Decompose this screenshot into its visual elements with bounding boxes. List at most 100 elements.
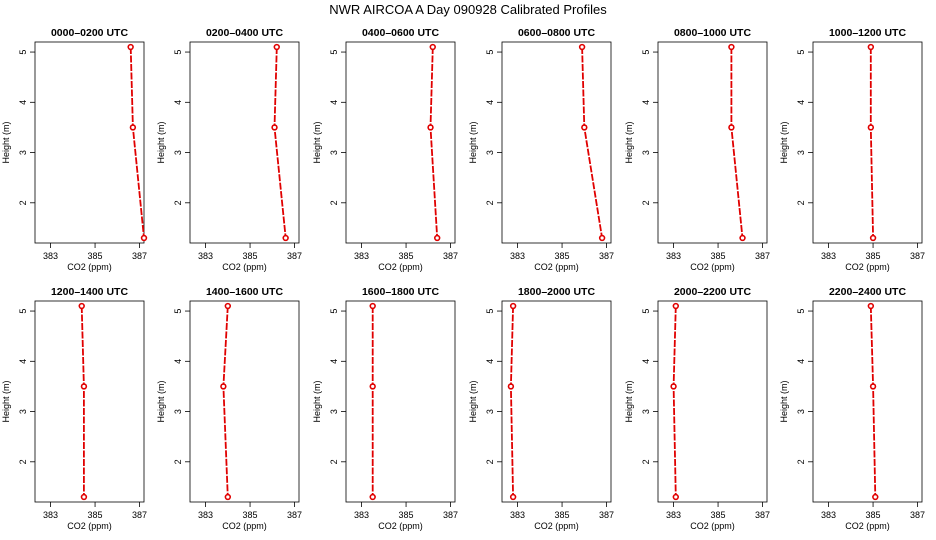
y-tick-label: 4 — [641, 359, 651, 364]
y-tick-label: 3 — [18, 150, 28, 155]
x-axis-label: CO2 (ppm) — [378, 262, 423, 272]
profile-panel: 2200–2400 UTC 383 385 387 2 3 4 5 CO2 (ppm) Heigh… — [779, 286, 925, 531]
y-tick-label: 3 — [796, 150, 806, 155]
data-point — [672, 302, 679, 310]
y-axis-label: Height (m) — [624, 380, 634, 422]
y-tick-label: 2 — [18, 200, 28, 205]
x-tick-label: 387 — [132, 510, 147, 520]
x-tick-label: 387 — [599, 251, 614, 261]
y-tick-label: 5 — [18, 50, 28, 55]
plot-frame — [34, 300, 145, 503]
y-tick-label: 4 — [485, 359, 495, 364]
x-tick-label: 387 — [443, 251, 458, 261]
data-point — [872, 493, 879, 501]
data-point — [728, 43, 735, 51]
y-tick-label: 5 — [329, 50, 339, 55]
x-axis-label: CO2 (ppm) — [67, 521, 112, 531]
data-point — [271, 124, 278, 131]
x-tick-label: 383 — [43, 510, 58, 520]
profile-line — [129, 46, 145, 239]
x-tick-label: 383 — [354, 251, 369, 261]
data-point — [369, 383, 376, 390]
x-tick-label: 385 — [711, 510, 726, 520]
x-tick-label: 387 — [755, 510, 770, 520]
y-tick-label: 5 — [485, 50, 495, 55]
y-tick-label: 2 — [18, 459, 28, 464]
data-point — [78, 302, 85, 310]
x-tick-label: 387 — [443, 510, 458, 520]
y-tick-label: 4 — [329, 359, 339, 364]
profile-line — [581, 46, 603, 239]
data-point — [140, 234, 148, 242]
data-point — [867, 43, 875, 51]
y-axis-label: Height (m) — [468, 121, 478, 163]
profile-panel: 2000–2200 UTC 383 385 387 2 3 4 5 CO2 (ppm) Heigh… — [624, 286, 770, 531]
panel-title: 0800–1000 UTC — [674, 27, 751, 39]
x-tick-label: 387 — [287, 510, 302, 520]
y-tick-label: 2 — [796, 459, 806, 464]
x-tick-label: 385 — [243, 510, 258, 520]
x-tick-label: 385 — [555, 510, 570, 520]
x-tick-label: 387 — [910, 251, 925, 261]
y-axis-label: Height (m) — [624, 121, 634, 163]
y-tick-label: 4 — [18, 100, 28, 105]
y-tick-label: 2 — [641, 459, 651, 464]
y-tick-label: 2 — [173, 459, 183, 464]
y-tick-label: 4 — [173, 100, 183, 105]
x-tick-label: 385 — [399, 510, 414, 520]
x-tick-label: 385 — [88, 510, 103, 520]
data-point — [224, 302, 232, 310]
data-point — [129, 124, 137, 131]
x-tick-label: 387 — [910, 510, 925, 520]
x-tick-label: 383 — [198, 510, 213, 520]
data-point — [220, 383, 227, 390]
y-tick-label: 4 — [641, 100, 651, 105]
panel-title: 2000–2200 UTC — [674, 286, 751, 298]
profile-line — [222, 305, 229, 498]
data-point — [739, 234, 746, 242]
x-axis-label: CO2 (ppm) — [690, 262, 735, 272]
data-point — [127, 43, 134, 51]
panel-title: 1000–1200 UTC — [829, 27, 906, 39]
data-point — [672, 493, 679, 501]
data-point — [867, 302, 875, 310]
x-tick-label: 383 — [510, 251, 525, 261]
profile-line — [730, 47, 744, 239]
x-tick-label: 385 — [399, 251, 414, 261]
y-axis-label: Height (m) — [1, 380, 11, 422]
panel-title: 1400–1600 UTC — [206, 286, 283, 298]
panel-title: 1200–1400 UTC — [51, 286, 128, 298]
y-tick-label: 3 — [173, 409, 183, 414]
data-point — [869, 383, 877, 390]
data-point — [282, 234, 289, 242]
data-point — [369, 302, 376, 310]
plot-frame — [657, 41, 768, 244]
y-tick-label: 4 — [18, 359, 28, 364]
plot-frame — [189, 300, 300, 503]
y-tick-label: 5 — [641, 309, 651, 314]
data-point — [867, 124, 875, 131]
y-tick-label: 3 — [173, 150, 183, 155]
figure-title: NWR AIRCOA A Day 090928 Calibrated Profi… — [329, 2, 607, 17]
data-point — [728, 124, 735, 131]
data-point — [509, 493, 517, 501]
profile-line — [273, 46, 287, 239]
x-tick-label: 383 — [510, 510, 525, 520]
data-point — [598, 234, 606, 242]
profile-line — [429, 46, 439, 239]
x-axis-label: CO2 (ppm) — [222, 262, 267, 272]
data-point — [224, 493, 232, 501]
y-tick-label: 4 — [796, 100, 806, 105]
data-point — [670, 383, 677, 390]
x-tick-label: 383 — [821, 251, 836, 261]
x-tick-label: 383 — [821, 510, 836, 520]
x-tick-label: 385 — [866, 510, 881, 520]
data-point — [869, 234, 877, 242]
profile-panel: 0600–0800 UTC 383 385 387 2 3 4 5 CO2 (ppm) Heigh… — [468, 27, 614, 272]
panel-grid: 0000–0200 UTC 383 385 387 2 3 4 5 CO2 (ppm) Heigh… — [1, 27, 925, 531]
y-tick-label: 3 — [641, 409, 651, 414]
plot-frame — [812, 300, 923, 503]
panel-title: 1600–1800 UTC — [362, 286, 439, 298]
profile-line — [869, 47, 874, 239]
